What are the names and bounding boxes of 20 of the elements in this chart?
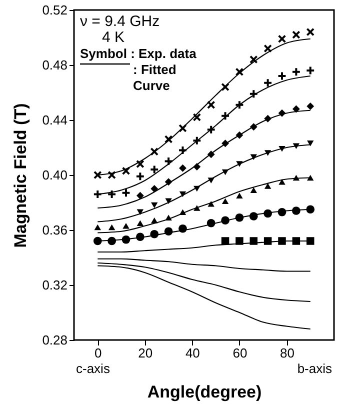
x-axis-title: Angle(degree) xyxy=(147,382,262,402)
y-tick-label: 0.32 xyxy=(42,278,68,292)
x-tick-label: 60 xyxy=(232,346,248,360)
y-tick-label: 0.36 xyxy=(42,222,68,238)
text: b-axis xyxy=(297,361,332,376)
annotation: : Fitted Curve xyxy=(133,62,178,94)
x-tick-label: 80 xyxy=(280,346,294,360)
y-axis-title: Magnetic Field (T) xyxy=(11,103,30,248)
y-tick-label: 0.40 xyxy=(42,168,68,182)
annotation: ν = 9.4 GHz xyxy=(80,13,161,30)
x-tick-label: 40 xyxy=(185,346,200,360)
annotation: 4 K xyxy=(101,29,126,46)
x-tick-label: 20 xyxy=(138,346,153,360)
annotation: Symbol : Exp. data xyxy=(80,46,196,62)
x-tick-label: 0 xyxy=(94,346,102,360)
y-tick-label: 0.44 xyxy=(42,112,68,128)
text: c-axis xyxy=(76,361,110,376)
y-tick-label: 0.48 xyxy=(42,58,68,72)
y-tick-label: 0.28 xyxy=(42,332,68,348)
y-tick-label: 0.52 xyxy=(42,2,68,18)
